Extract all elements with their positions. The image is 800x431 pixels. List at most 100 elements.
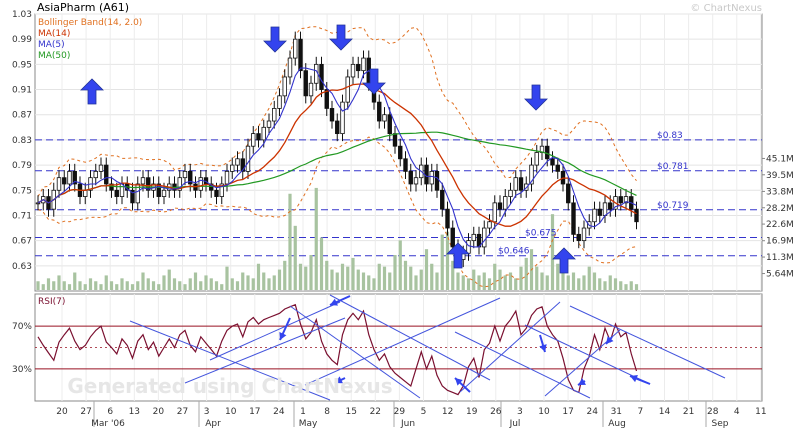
candle-body bbox=[324, 89, 329, 109]
candle-body bbox=[508, 189, 513, 197]
volume-bar bbox=[146, 278, 150, 290]
candle-body bbox=[303, 70, 308, 97]
month-label: May bbox=[299, 419, 318, 429]
x-tick-label: 24 bbox=[273, 407, 285, 417]
candle-body bbox=[293, 38, 298, 59]
volume-bar bbox=[319, 237, 324, 290]
volume-bar bbox=[424, 249, 429, 290]
candle-body bbox=[146, 177, 151, 191]
candle-body bbox=[445, 208, 450, 229]
volume-bar bbox=[592, 272, 597, 290]
candle-body bbox=[266, 120, 272, 128]
candle-body bbox=[429, 170, 434, 185]
trend-arrow-icon bbox=[455, 378, 463, 386]
volume-y-tick-label: 45.1M bbox=[766, 154, 794, 164]
volume-bar bbox=[330, 269, 334, 290]
volume-y-tick-label: 33.8M bbox=[766, 187, 794, 197]
volume-bar bbox=[57, 275, 61, 290]
candle-body bbox=[298, 38, 303, 72]
price-y-tick-label: 1.03 bbox=[12, 10, 32, 20]
volume-bar bbox=[277, 269, 282, 290]
rsi-y-tick-label: 30% bbox=[12, 365, 32, 375]
volume-bar bbox=[83, 284, 87, 290]
month-label: Sep bbox=[712, 419, 729, 429]
volume-bar bbox=[445, 231, 450, 290]
candle-body bbox=[198, 177, 203, 191]
x-tick-label: 12 bbox=[442, 407, 453, 417]
trend-arrow-icon bbox=[335, 376, 343, 384]
x-tick-label: 17 bbox=[249, 407, 260, 417]
candle-body bbox=[492, 202, 497, 223]
candle-body bbox=[261, 126, 266, 141]
candle-body bbox=[602, 202, 608, 216]
candle-body bbox=[72, 170, 77, 185]
trend-arrow-icon bbox=[539, 344, 547, 352]
volume-bar bbox=[99, 284, 103, 290]
candle-body bbox=[545, 145, 550, 160]
month-label: Aug bbox=[608, 419, 626, 429]
price-y-tick-label: 0.83 bbox=[12, 136, 32, 146]
bollinger-lower bbox=[37, 136, 637, 288]
x-tick-label: 24 bbox=[586, 407, 598, 417]
rsi-line bbox=[37, 303, 638, 396]
trend-arrow-icon bbox=[630, 375, 638, 383]
candle-body bbox=[67, 170, 72, 185]
volume-bar bbox=[314, 187, 318, 290]
volume-bar bbox=[619, 281, 623, 290]
volume-bar bbox=[535, 266, 539, 290]
volume-bar bbox=[235, 281, 240, 290]
candle-body bbox=[182, 170, 188, 179]
candle-body bbox=[308, 82, 314, 97]
volume-bar bbox=[67, 284, 72, 290]
candle-body bbox=[392, 133, 398, 147]
price-y-tick-label: 0.63 bbox=[12, 262, 32, 272]
rsi-label: RSI(7) bbox=[38, 297, 65, 307]
volume-bar bbox=[582, 275, 586, 290]
x-tick-label: 31 bbox=[611, 407, 622, 417]
volume-bar bbox=[267, 278, 271, 290]
candle-body bbox=[566, 183, 571, 204]
rsi-trendline bbox=[184, 317, 346, 384]
volume-bar bbox=[561, 269, 565, 290]
ma50-line bbox=[37, 131, 637, 204]
volume-bar bbox=[73, 272, 77, 290]
candle-body bbox=[282, 76, 287, 97]
rsi-trendline bbox=[289, 305, 421, 399]
candle-body bbox=[329, 108, 335, 122]
price-y-tick-label: 0.75 bbox=[12, 186, 32, 196]
rsi-trendline bbox=[459, 301, 561, 393]
candle-body bbox=[345, 76, 350, 103]
candle-body bbox=[109, 183, 114, 191]
x-tick-label: 14 bbox=[659, 407, 671, 417]
candle-body bbox=[135, 183, 140, 204]
volume-y-tick-label: 5.64M bbox=[766, 270, 794, 280]
volume-bar bbox=[519, 266, 523, 290]
candle-body bbox=[188, 170, 193, 185]
candle-body bbox=[214, 189, 219, 197]
x-tick-label: 15 bbox=[345, 407, 356, 417]
volume-bar bbox=[372, 278, 376, 290]
volume-bar bbox=[540, 272, 544, 290]
candle-body bbox=[209, 183, 214, 191]
volume-bar bbox=[151, 281, 156, 290]
candle-body bbox=[287, 57, 293, 78]
candle-body bbox=[550, 158, 555, 166]
volume-bar bbox=[52, 281, 56, 290]
level-label: $0.83 bbox=[657, 131, 683, 141]
volume-bar bbox=[335, 272, 339, 290]
volume-bar bbox=[456, 272, 460, 290]
x-tick-label: 4 bbox=[734, 407, 740, 417]
legend-entry: MA(14) bbox=[38, 29, 70, 39]
x-tick-label: 3 bbox=[517, 407, 523, 417]
volume-bar bbox=[440, 234, 444, 290]
volume-bar bbox=[577, 278, 581, 290]
volume-bar bbox=[246, 275, 250, 290]
volume-bar bbox=[214, 281, 219, 290]
legend-entry: MA(50) bbox=[38, 51, 70, 61]
volume-bar bbox=[508, 272, 513, 290]
candle-body bbox=[240, 158, 245, 172]
volume-bar bbox=[340, 263, 345, 290]
volume-bar bbox=[482, 272, 486, 290]
volume-bar bbox=[109, 281, 114, 290]
volume-bar bbox=[115, 284, 119, 290]
